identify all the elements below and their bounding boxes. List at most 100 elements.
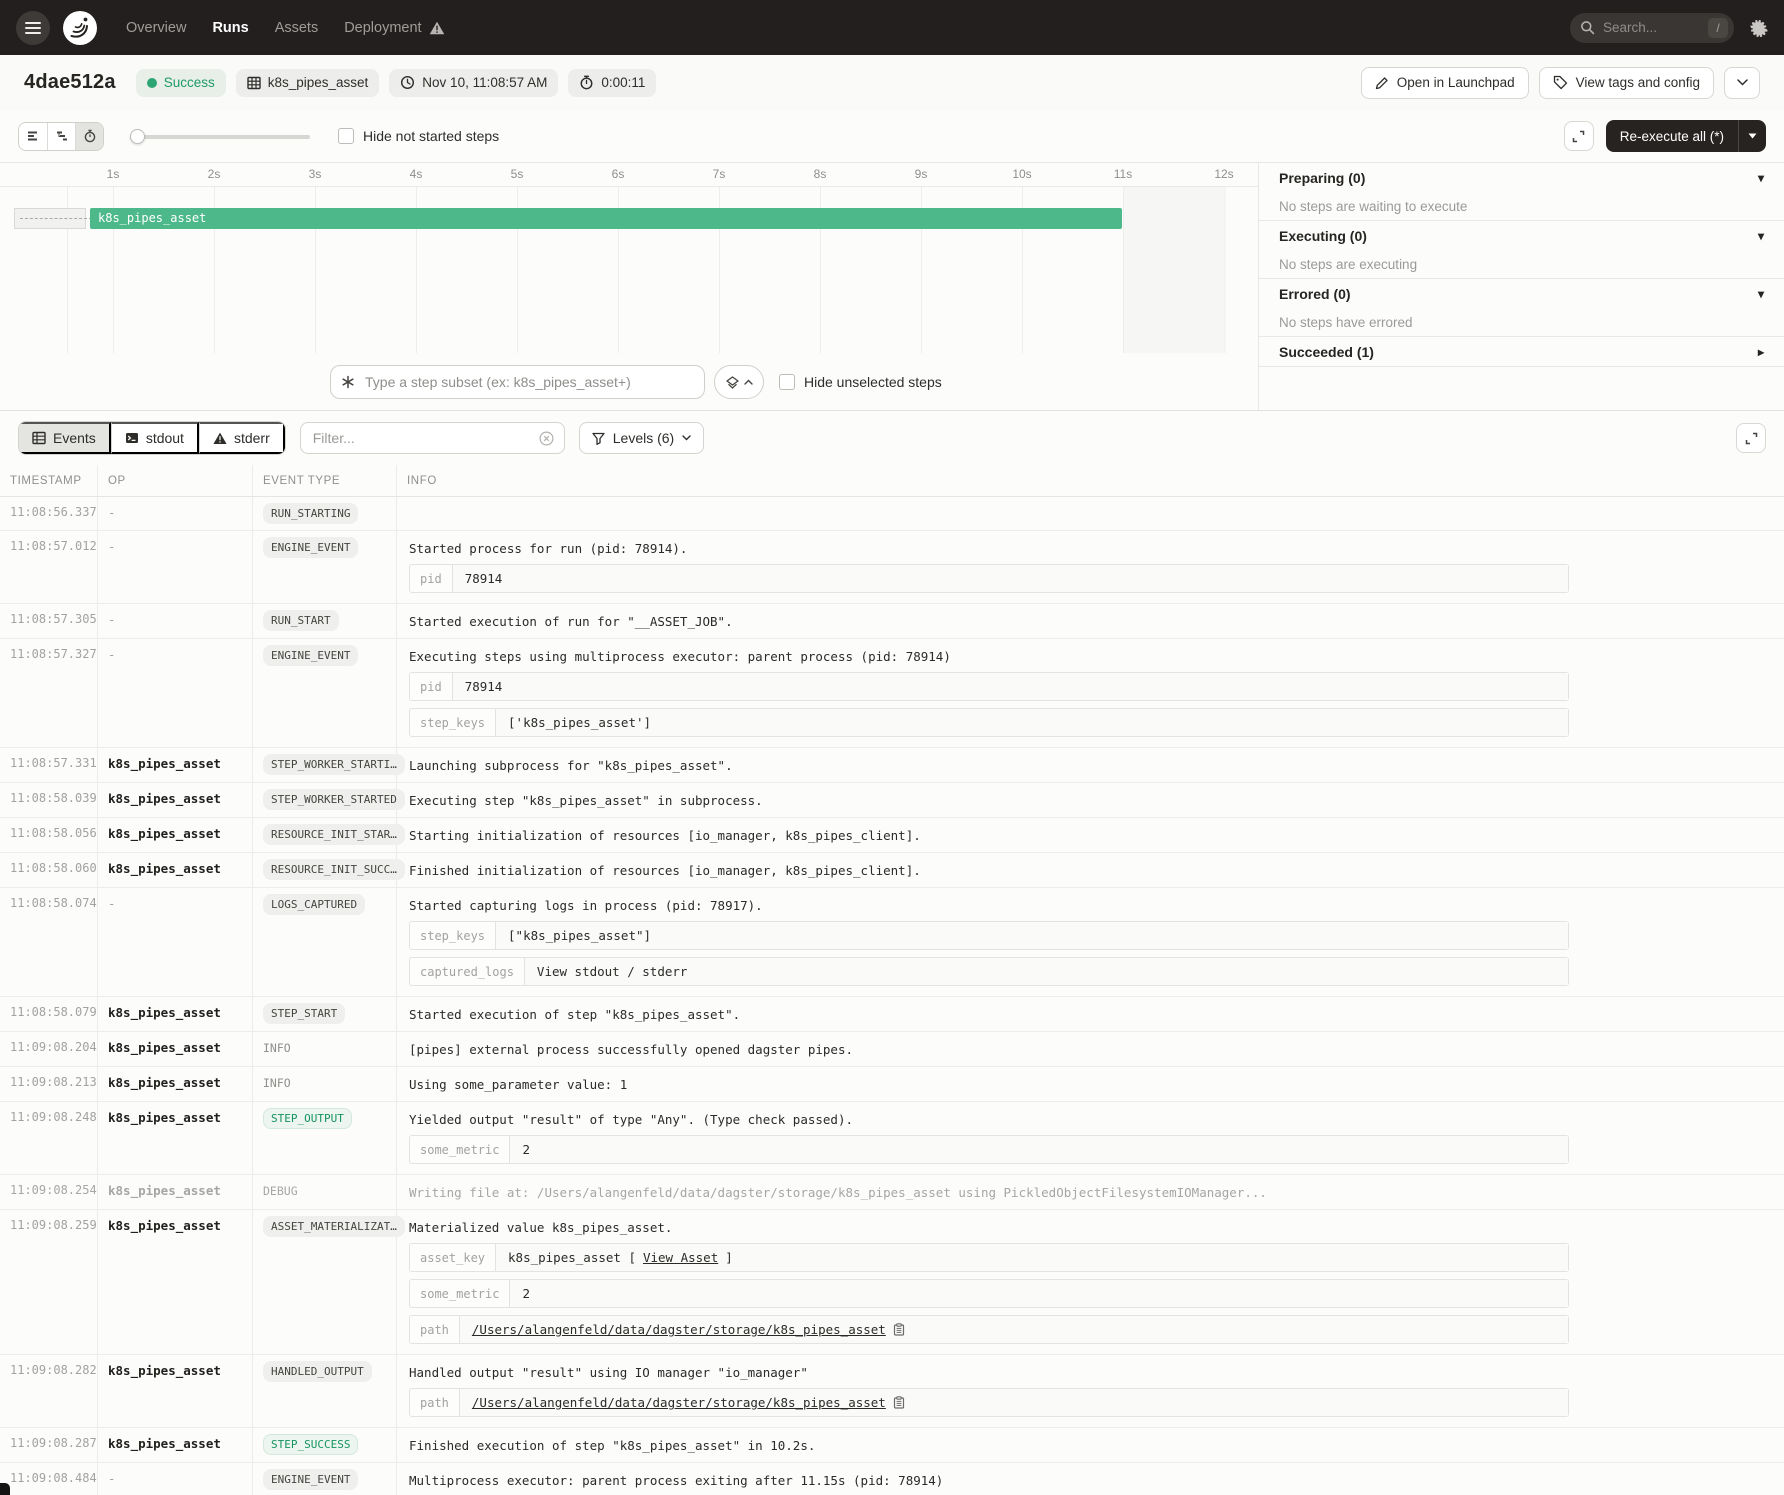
chevron-down-icon: ▾ <box>1757 286 1764 301</box>
panel-section-title[interactable]: Errored (0) ▾ <box>1259 279 1784 308</box>
log-row[interactable]: 11:08:57.331 k8s_pipes_asset STEP_WORKER_S… <box>0 748 1784 783</box>
tab-stderr[interactable]: stderr <box>198 422 285 454</box>
log-row[interactable]: 11:08:58.056 k8s_pipes_asset RESOURCE_INIT… <box>0 818 1784 853</box>
log-timestamp: 11:09:08.259 <box>0 1210 98 1354</box>
log-row[interactable]: 11:08:58.060 k8s_pipes_asset RESOURCE_INIT… <box>0 853 1784 888</box>
log-info-text: Starting initialization of resources [io… <box>409 828 921 843</box>
metadata-key: some_metric <box>410 1136 511 1163</box>
open-in-launchpad-button[interactable]: Open in Launchpad <box>1360 66 1529 99</box>
metadata-value: 78914 <box>452 565 1568 592</box>
gantt-fullscreen-button[interactable] <box>1563 121 1594 151</box>
asterisk-icon <box>341 375 355 389</box>
log-timestamp: 11:09:08.204 <box>0 1032 98 1066</box>
tooltip-fragment <box>0 1483 10 1495</box>
nav-item-deployment[interactable]: Deployment <box>344 20 444 36</box>
panel-section-title[interactable]: Preparing (0) ▾ <box>1259 163 1784 192</box>
log-info-text: Launching subprocess for "k8s_pipes_asse… <box>409 758 733 773</box>
log-timestamp: 11:08:57.331 <box>0 748 98 782</box>
collapse-layers-button[interactable] <box>714 365 764 399</box>
log-row[interactable]: 11:09:08.254 k8s_pipes_asset DEBUG Writing … <box>0 1175 1784 1210</box>
tab-stdout[interactable]: stdout <box>110 422 199 454</box>
hide-not-started-checkbox[interactable]: Hide not started steps <box>338 128 499 144</box>
log-info-cell: Materialized value k8s_pipes_asset. asset… <box>397 1210 1784 1354</box>
log-info-cell: Multiprocess executor: parent process ex… <box>397 1463 1784 1495</box>
nav-item-assets[interactable]: Assets <box>275 20 319 36</box>
log-filter-input[interactable] <box>299 422 565 454</box>
step-subset-input[interactable] <box>330 365 705 399</box>
panel-empty-text: No steps are executing <box>1279 256 1418 272</box>
status-badge: Success <box>135 68 226 97</box>
log-row[interactable]: 11:08:57.327- ENGINE_EVENT Executing steps… <box>0 639 1784 748</box>
table-icon <box>32 431 46 445</box>
log-event-type-cell: STEP_START <box>253 997 397 1031</box>
log-op: - <box>98 1463 253 1495</box>
gantt-step-bar[interactable]: k8s_pipes_asset <box>90 208 1122 229</box>
view-tags-config-button[interactable]: View tags and config <box>1538 66 1714 99</box>
clear-filter-icon[interactable] <box>539 430 554 446</box>
timed-view-button[interactable] <box>75 122 103 150</box>
nav-item-overview[interactable]: Overview <box>126 20 186 36</box>
event-type-badge: ENGINE_EVENT <box>263 1469 359 1490</box>
log-row[interactable]: 11:09:08.484- ENGINE_EVENT Multiprocess ex… <box>0 1463 1784 1495</box>
hide-unselected-checkbox[interactable]: Hide unselected steps <box>779 374 942 390</box>
slider-knob[interactable] <box>130 129 145 144</box>
job-tag[interactable]: k8s_pipes_asset <box>235 68 380 97</box>
log-row[interactable]: 11:08:58.039 k8s_pipes_asset STEP_WORKER_S… <box>0 783 1784 818</box>
log-info-cell: Started process for run (pid: 78914). pid… <box>397 531 1784 603</box>
metadata-path-link[interactable]: /Users/alangenfeld/data/dagster/storage/… <box>471 1395 886 1410</box>
tab-events[interactable]: Events <box>19 422 111 454</box>
log-info-cell: Launching subprocess for "k8s_pipes_asse… <box>397 748 1784 782</box>
log-row[interactable]: 11:08:57.305- RUN_START Started execution … <box>0 604 1784 639</box>
log-info-cell: [pipes] external process successfully op… <box>397 1032 1784 1066</box>
gantt-toolbar: Hide not started steps Re-execute all (*… <box>0 110 1784 162</box>
log-info-text: Multiprocess executor: parent process ex… <box>409 1473 944 1488</box>
metadata-path-link[interactable]: /Users/alangenfeld/data/dagster/storage/… <box>471 1322 886 1337</box>
nav-item-runs[interactable]: Runs <box>212 20 248 36</box>
tick-label: 7s <box>712 167 726 181</box>
log-fullscreen-button[interactable] <box>1736 423 1766 453</box>
waterfall-view-button[interactable] <box>47 122 75 150</box>
view-asset-link[interactable]: View Asset <box>642 1250 719 1265</box>
panel-section: Succeeded (1) ▸ <box>1259 337 1784 367</box>
metadata-key: step_keys <box>410 922 497 949</box>
log-event-type-cell: RESOURCE_INIT_SUCC… <box>253 853 405 887</box>
copy-icon[interactable] <box>893 1323 905 1336</box>
search-input[interactable]: Search... / <box>1570 12 1734 43</box>
menu-icon[interactable] <box>16 10 50 45</box>
panel-section-title[interactable]: Succeeded (1) ▸ <box>1259 337 1784 366</box>
event-type-badge: ASSET_MATERIALIZAT… <box>263 1216 405 1237</box>
flat-view-button[interactable] <box>19 122 47 150</box>
log-row[interactable]: 11:08:56.337- RUN_STARTING <box>0 497 1784 531</box>
copy-icon[interactable] <box>893 1396 905 1409</box>
log-tabs: Events stdout stderr <box>18 421 286 455</box>
levels-dropdown-button[interactable]: Levels (6) <box>578 422 705 454</box>
reexecute-dropdown-icon[interactable] <box>1739 120 1766 152</box>
log-row[interactable]: 11:09:08.204 k8s_pipes_asset INFO [pipes] e… <box>0 1032 1784 1067</box>
tick-label: 2s <box>207 167 221 181</box>
panel-section: Preparing (0) ▾ No steps are waiting to ex… <box>1259 163 1784 221</box>
panel-section-title[interactable]: Executing (0) ▾ <box>1259 221 1784 250</box>
tick-label: 3s <box>308 167 322 181</box>
log-timestamp: 11:08:58.074 <box>0 888 98 996</box>
log-info-text: Finished execution of step "k8s_pipes_as… <box>409 1438 816 1453</box>
log-row[interactable]: 11:09:08.248 k8s_pipes_asset STEP_OUTPUT Yi… <box>0 1102 1784 1175</box>
column-header: EVENT TYPE <box>253 465 397 496</box>
gear-icon[interactable] <box>1750 19 1768 37</box>
log-row[interactable]: 11:09:08.282 k8s_pipes_asset HANDLED_OUTPU… <box>0 1355 1784 1428</box>
dagster-logo-icon[interactable] <box>62 10 98 46</box>
log-row[interactable]: 11:09:08.259 k8s_pipes_asset ASSET_MATERIA… <box>0 1210 1784 1355</box>
log-row[interactable]: 11:08:58.074- LOGS_CAPTURED Started captur… <box>0 888 1784 997</box>
log-row[interactable]: 11:08:58.079 k8s_pipes_asset STEP_START Sta… <box>0 997 1784 1032</box>
log-row[interactable]: 11:09:08.213 k8s_pipes_asset INFO Using som… <box>0 1067 1784 1102</box>
gantt-zoom-slider[interactable] <box>130 129 310 144</box>
metadata-entry: pid 78914 <box>409 564 1569 593</box>
reexecute-all-button[interactable]: Re-execute all (*) <box>1605 120 1766 152</box>
log-info-text: Executing steps using multiprocess execu… <box>409 649 951 664</box>
tab-label: Events <box>53 430 96 446</box>
log-row[interactable]: 11:08:57.012- ENGINE_EVENT Started process… <box>0 531 1784 604</box>
log-row[interactable]: 11:09:08.287 k8s_pipes_asset STEP_SUCCESS F… <box>0 1428 1784 1463</box>
run-actions-dropdown-button[interactable] <box>1724 66 1760 99</box>
terminal-icon <box>125 431 139 445</box>
nav-item-label: Deployment <box>344 19 422 36</box>
log-timestamp: 11:08:56.337 <box>0 497 98 530</box>
